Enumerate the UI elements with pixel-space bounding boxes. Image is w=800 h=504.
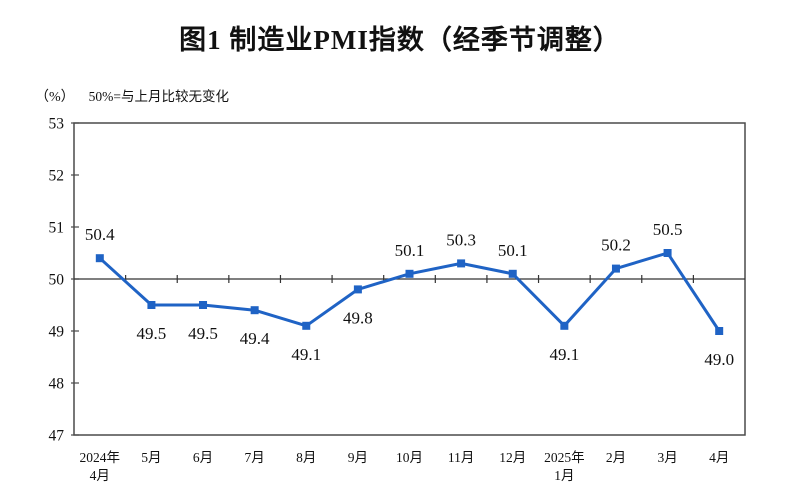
reference-note: 50%=与上月比较无变化 xyxy=(88,89,230,104)
x-axis-label: 2024年 xyxy=(80,450,121,465)
data-point-marker xyxy=(250,306,259,315)
x-axis-label: 7月 xyxy=(245,450,265,465)
data-point-marker xyxy=(302,321,311,330)
y-axis-label: 52 xyxy=(49,168,65,185)
data-point-marker xyxy=(457,259,466,268)
x-axis-label: 12月 xyxy=(499,450,526,465)
data-point-label: 49.1 xyxy=(549,345,579,364)
unit-label: （%） xyxy=(35,90,75,105)
data-point-label: 49.5 xyxy=(188,324,218,343)
y-axis-label: 49 xyxy=(49,324,65,341)
y-axis-label: 53 xyxy=(49,116,65,133)
data-point-marker xyxy=(95,254,104,263)
data-point-label: 49.1 xyxy=(291,345,321,364)
x-axis-label: 1月 xyxy=(554,468,574,483)
chart-subtitle-row: （%） 50%=与上月比较无变化 xyxy=(35,85,229,106)
data-point-label: 49.8 xyxy=(343,308,373,327)
chart-title: 图1 制造业PMI指数（经季节调整） xyxy=(179,25,621,55)
data-point-marker xyxy=(611,264,620,273)
data-point-marker xyxy=(715,327,724,335)
x-axis-label: 3月 xyxy=(657,450,677,465)
y-axis-label: 48 xyxy=(49,376,65,393)
data-point-marker xyxy=(199,301,208,309)
data-point-label: 50.1 xyxy=(395,241,425,260)
data-point-marker xyxy=(560,321,569,330)
data-point-label: 49.4 xyxy=(240,329,270,348)
y-axis-label: 51 xyxy=(49,220,65,237)
x-axis-label: 8月 xyxy=(296,450,316,465)
x-axis-label: 5月 xyxy=(141,450,161,465)
data-point-label: 50.5 xyxy=(653,220,683,239)
x-axis-label: 10月 xyxy=(396,450,423,465)
data-point-marker xyxy=(147,301,156,309)
data-point-marker xyxy=(405,269,414,278)
y-axis-label: 50 xyxy=(49,272,65,289)
x-axis-label: 9月 xyxy=(348,450,368,465)
pmi-line-series xyxy=(98,251,721,333)
data-point-marker xyxy=(663,249,672,257)
data-point-marker xyxy=(508,269,517,278)
data-point-label: 50.1 xyxy=(498,241,528,260)
x-axis-label: 6月 xyxy=(193,450,213,465)
x-axis-label: 2月 xyxy=(606,450,626,465)
y-axis-label: 47 xyxy=(49,428,65,445)
x-axis-label: 4月 xyxy=(90,468,110,483)
x-axis-label: 11月 xyxy=(448,450,475,465)
data-point-marker xyxy=(353,285,362,294)
data-point-label: 50.3 xyxy=(446,230,476,249)
data-point-label: 50.4 xyxy=(85,225,115,244)
data-point-label: 50.2 xyxy=(601,236,631,255)
x-axis-label: 2025年 xyxy=(544,450,585,465)
x-axis-label: 4月 xyxy=(709,450,729,465)
data-point-label: 49.0 xyxy=(704,350,734,369)
data-point-label: 49.5 xyxy=(137,324,167,343)
